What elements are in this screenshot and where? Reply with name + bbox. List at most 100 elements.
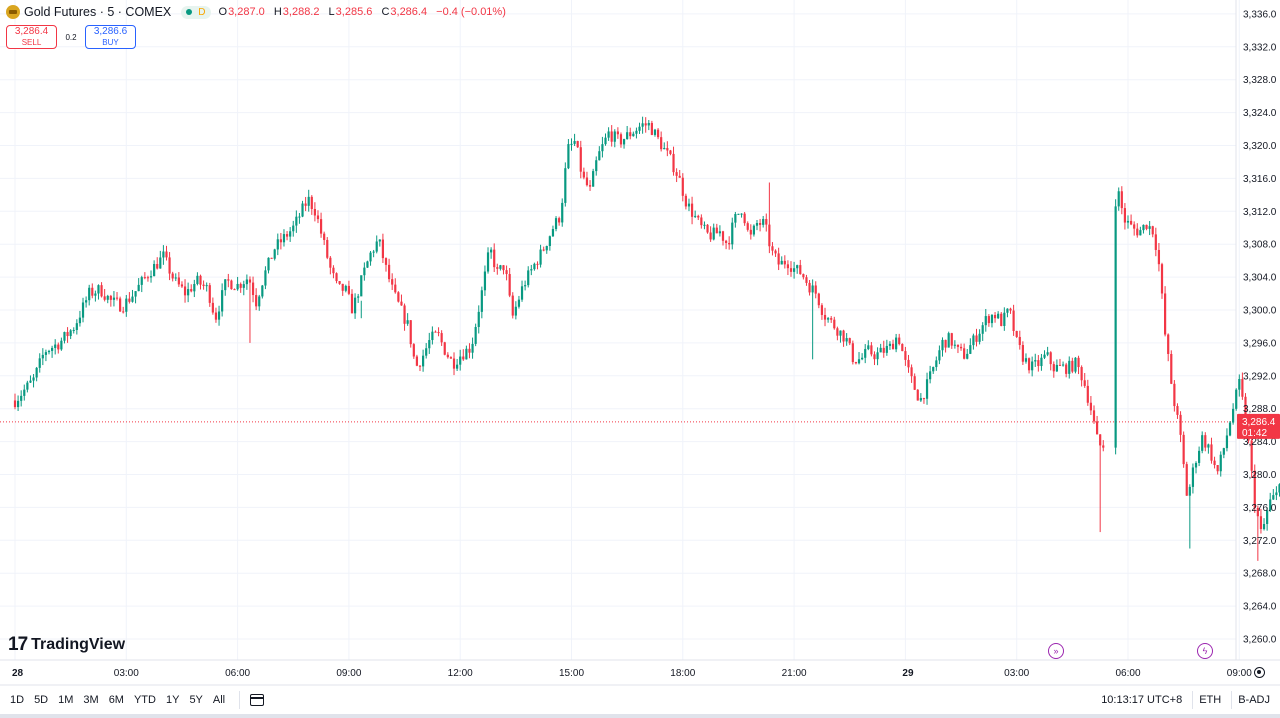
candle[interactable] <box>456 358 459 372</box>
candle[interactable] <box>1213 456 1216 469</box>
candle[interactable] <box>895 333 898 353</box>
candle[interactable] <box>694 210 697 219</box>
candle[interactable] <box>956 344 960 354</box>
candle[interactable] <box>406 313 409 326</box>
candle[interactable] <box>106 294 109 304</box>
candle[interactable] <box>1083 372 1086 388</box>
candle[interactable] <box>712 223 715 241</box>
candle[interactable] <box>681 173 684 202</box>
candle[interactable] <box>845 333 848 346</box>
candle[interactable] <box>227 273 230 288</box>
candle[interactable] <box>47 349 51 355</box>
candle[interactable] <box>412 343 415 359</box>
candle[interactable] <box>1173 380 1176 412</box>
candle[interactable] <box>950 332 953 349</box>
candle[interactable] <box>81 297 85 323</box>
candle[interactable] <box>857 352 861 365</box>
candle[interactable] <box>1145 224 1148 231</box>
candle[interactable] <box>177 272 180 287</box>
range-5d[interactable]: 5D <box>34 694 49 706</box>
time-tick-label[interactable]: 21:00 <box>782 668 807 679</box>
candle[interactable] <box>88 284 91 306</box>
candle[interactable] <box>570 138 573 151</box>
candle[interactable] <box>765 213 768 232</box>
candle[interactable] <box>496 263 499 275</box>
candle[interactable] <box>533 262 536 271</box>
range-6m[interactable]: 6M <box>108 694 124 706</box>
candle[interactable] <box>282 229 286 247</box>
candle[interactable] <box>1027 357 1031 374</box>
symbol-title[interactable]: Gold Futures · 5 · COMEX <box>24 5 172 19</box>
candle[interactable] <box>814 281 817 299</box>
candle[interactable] <box>684 193 687 210</box>
candle[interactable] <box>1238 374 1241 397</box>
candle[interactable] <box>864 344 867 364</box>
candle[interactable] <box>1170 350 1173 385</box>
candle[interactable] <box>836 326 839 341</box>
candle[interactable] <box>285 231 289 241</box>
candle[interactable] <box>898 333 901 346</box>
candle[interactable] <box>728 236 731 250</box>
candle[interactable] <box>650 120 653 136</box>
candle[interactable] <box>434 330 437 333</box>
candle[interactable] <box>1235 388 1238 411</box>
candle[interactable] <box>641 116 644 134</box>
candle[interactable] <box>128 292 131 304</box>
candle[interactable] <box>536 261 539 270</box>
candle[interactable] <box>422 349 425 372</box>
candle[interactable] <box>839 330 842 343</box>
candle[interactable] <box>310 195 313 215</box>
candle[interactable] <box>171 271 174 282</box>
candle[interactable] <box>598 146 601 161</box>
candle[interactable] <box>558 216 561 226</box>
candle[interactable] <box>675 168 678 183</box>
candle[interactable] <box>830 316 833 323</box>
range-1d[interactable]: 1D <box>10 694 25 706</box>
gold-symbol-icon[interactable] <box>6 5 20 19</box>
price-tick-label[interactable]: 3,308.0 <box>1243 240 1277 251</box>
candle[interactable] <box>944 339 947 353</box>
candle[interactable] <box>125 294 128 317</box>
candle[interactable] <box>1207 443 1210 454</box>
candle[interactable] <box>168 252 171 281</box>
candle[interactable] <box>786 260 790 276</box>
candle[interactable] <box>511 292 514 319</box>
candle[interactable] <box>842 329 845 347</box>
candle[interactable] <box>366 260 369 268</box>
candle[interactable] <box>935 356 938 371</box>
candle[interactable] <box>369 250 372 266</box>
candle[interactable] <box>1086 379 1089 406</box>
candle[interactable] <box>721 230 725 246</box>
candle[interactable] <box>669 149 672 156</box>
candle[interactable] <box>561 198 564 227</box>
candle[interactable] <box>391 273 394 290</box>
price-tick-label[interactable]: 3,304.0 <box>1243 273 1277 284</box>
candle[interactable] <box>1006 308 1009 318</box>
candle[interactable] <box>867 340 870 351</box>
candle[interactable] <box>1182 431 1185 468</box>
candle[interactable] <box>938 345 941 365</box>
candle[interactable] <box>239 282 242 293</box>
candle[interactable] <box>100 282 103 298</box>
candle[interactable] <box>703 221 706 230</box>
candle[interactable] <box>554 216 558 232</box>
candle[interactable] <box>381 233 385 263</box>
range-ytd[interactable]: YTD <box>133 694 156 706</box>
candle[interactable] <box>700 214 703 229</box>
candle[interactable] <box>823 307 827 327</box>
candle[interactable] <box>660 131 663 152</box>
candle[interactable] <box>1191 463 1195 494</box>
candle[interactable] <box>1139 226 1142 236</box>
candle[interactable] <box>329 256 332 275</box>
candle[interactable] <box>1210 437 1213 464</box>
candle[interactable] <box>153 260 156 277</box>
candle[interactable] <box>251 276 255 303</box>
candle[interactable] <box>919 393 922 402</box>
candle[interactable] <box>245 274 248 290</box>
tradingview-logo[interactable]: 17 TradingView <box>8 634 125 656</box>
candle[interactable] <box>233 288 236 291</box>
candle[interactable] <box>799 259 802 275</box>
candle[interactable] <box>347 280 350 296</box>
candle[interactable] <box>211 297 214 315</box>
candle[interactable] <box>332 265 335 279</box>
